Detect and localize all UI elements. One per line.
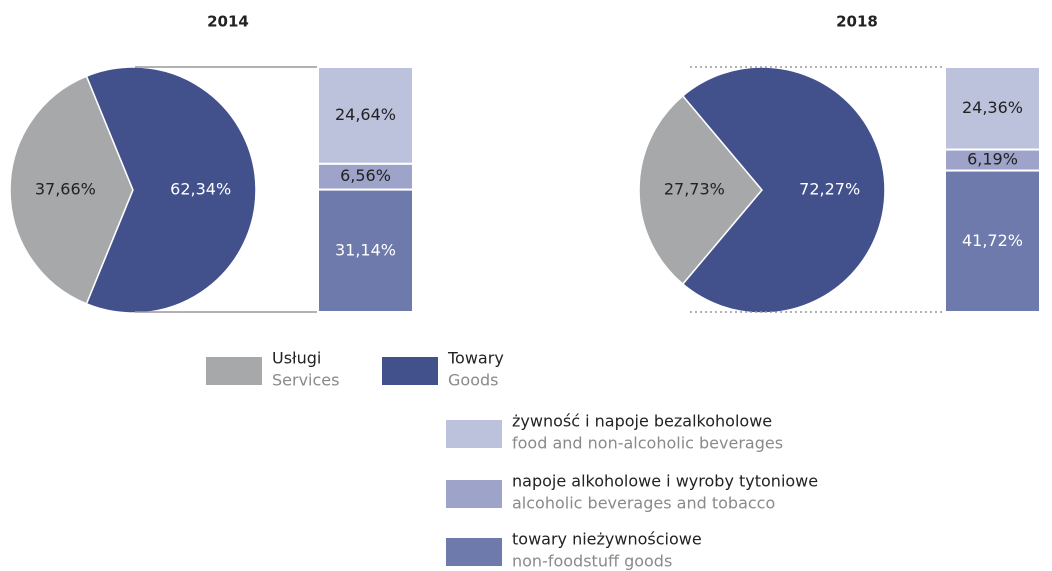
legend-swatch xyxy=(446,480,502,508)
bar-label: 24,64% xyxy=(335,105,396,124)
pie-slice xyxy=(638,94,763,286)
chart-title: 2018 xyxy=(836,13,878,31)
legend-label: żywność i napoje bezalkoholowe xyxy=(512,412,772,431)
legend-sublabel: Services xyxy=(272,371,339,390)
slice-label: 72,27% xyxy=(799,180,860,199)
legend-swatch xyxy=(206,357,262,385)
chart-title: 2014 xyxy=(207,13,249,31)
pie-slice xyxy=(9,75,134,305)
bar-label: 41,72% xyxy=(962,231,1023,250)
slice-label: 27,73% xyxy=(664,180,725,199)
legend-sublabel: Goods xyxy=(448,371,498,390)
legend-swatch xyxy=(446,538,502,566)
bar-segment xyxy=(317,162,414,191)
legend-label: Towary xyxy=(447,349,504,368)
legend-swatch xyxy=(446,420,502,448)
legend-label: towary nieżywnościowe xyxy=(512,530,702,549)
legend-sublabel: non-foodstuff goods xyxy=(512,552,672,571)
legend-sublabel: alcoholic beverages and tobacco xyxy=(512,494,775,513)
pie-slice xyxy=(85,66,257,314)
bar-segment xyxy=(944,169,1041,313)
legend-label: napoje alkoholowe i wyroby tytoniowe xyxy=(512,472,818,491)
bar-segment xyxy=(944,66,1041,151)
legend-label: Usługi xyxy=(272,349,321,368)
bar-segment xyxy=(317,66,414,165)
bar-segment xyxy=(317,188,414,313)
legend-swatch xyxy=(382,357,438,385)
bar-label: 6,19% xyxy=(967,150,1018,169)
slice-label: 37,66% xyxy=(35,180,96,199)
bar-label: 24,36% xyxy=(962,98,1023,117)
legend-sublabel: food and non-alcoholic beverages xyxy=(512,434,783,453)
bar-label: 6,56% xyxy=(340,166,391,185)
slice-label: 62,34% xyxy=(170,180,231,199)
bar-label: 31,14% xyxy=(335,240,396,259)
